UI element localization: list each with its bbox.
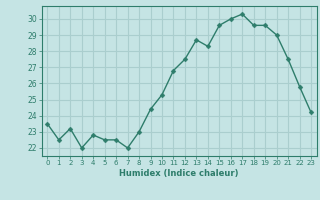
X-axis label: Humidex (Indice chaleur): Humidex (Indice chaleur)	[119, 169, 239, 178]
